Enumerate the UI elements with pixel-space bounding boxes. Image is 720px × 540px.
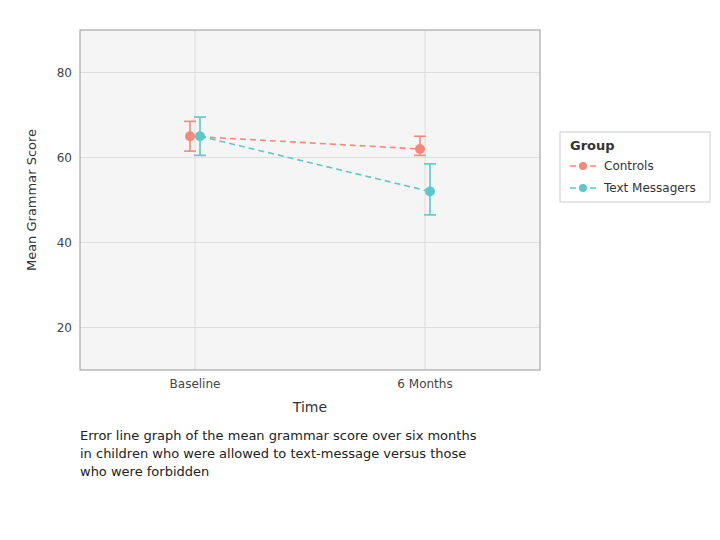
grid-line-y [80,242,540,243]
legend-marker [579,162,587,170]
error-cap-low [424,214,436,216]
legend-frame [560,132,710,202]
plot-frame [80,30,540,370]
x-tick-label: 6 Months [397,377,452,391]
legend-title: Group [570,138,615,153]
error-cap-high [184,121,196,123]
error-cap-low [194,155,206,157]
point [425,187,435,197]
grid-line-x [425,30,426,370]
y-tick-label: 60 [57,151,72,165]
grid-line-y [80,72,540,73]
grid-line-x [195,30,196,370]
caption: Error line graph of the mean grammar sco… [80,428,477,479]
error-cap-low [414,155,426,157]
grid-line-y [80,327,540,328]
error-cap-high [414,135,426,137]
legend-marker [579,184,587,192]
chart: 20 40 60 80 Baseline 6 Months Time Mean Grammar… [0,0,720,540]
error-cap-high [424,163,436,165]
y-tick-label: 80 [57,66,72,80]
error-cap-low [184,150,196,152]
point [415,144,425,154]
x-tick-label: Baseline [170,377,221,391]
plot-background [80,30,540,370]
y-tick-label: 40 [57,236,72,250]
series-line [200,136,430,191]
legend: Group Controls Text Messagers [560,132,710,202]
error-cap-high [194,116,206,118]
plot-marks [184,117,436,215]
point [185,131,195,141]
y-axis-label: Mean Grammar Score [24,129,39,271]
x-axis-label: Time [292,399,327,415]
y-tick-label: 20 [57,321,72,335]
grid-line-y [80,157,540,158]
point [195,131,205,141]
legend-label: Text Messagers [603,181,696,195]
legend-label: Controls [604,159,654,173]
